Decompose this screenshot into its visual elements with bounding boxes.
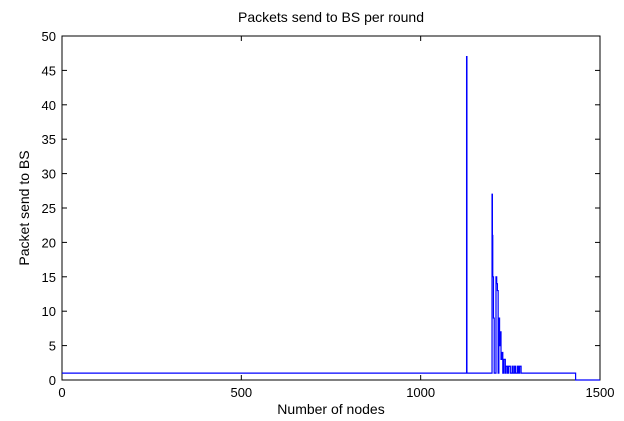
chart-title: Packets send to BS per round: [238, 9, 424, 25]
y-tick-label: 20: [42, 235, 56, 250]
y-tick-label: 10: [42, 304, 56, 319]
x-tick-label: 500: [230, 385, 252, 400]
x-tick-label: 1500: [586, 385, 615, 400]
y-tick-label: 45: [42, 63, 56, 78]
y-tick-label: 25: [42, 201, 56, 216]
y-tick-label: 50: [42, 29, 56, 44]
plot-area: [61, 35, 601, 381]
x-tick-label: 1000: [406, 385, 435, 400]
y-tick-label: 35: [42, 132, 56, 147]
y-tick-label: 30: [42, 167, 56, 182]
series-group: [62, 56, 600, 381]
y-tick-label: 5: [49, 339, 56, 354]
series-line: [62, 56, 600, 381]
y-tick-label: 15: [42, 270, 56, 285]
x-tick-label: 0: [58, 385, 65, 400]
x-axis-label: Number of nodes: [277, 401, 384, 417]
y-tick-label: 40: [42, 98, 56, 113]
y-tick-label: 0: [49, 373, 56, 388]
y-axis-label: Packet send to BS: [16, 150, 32, 265]
